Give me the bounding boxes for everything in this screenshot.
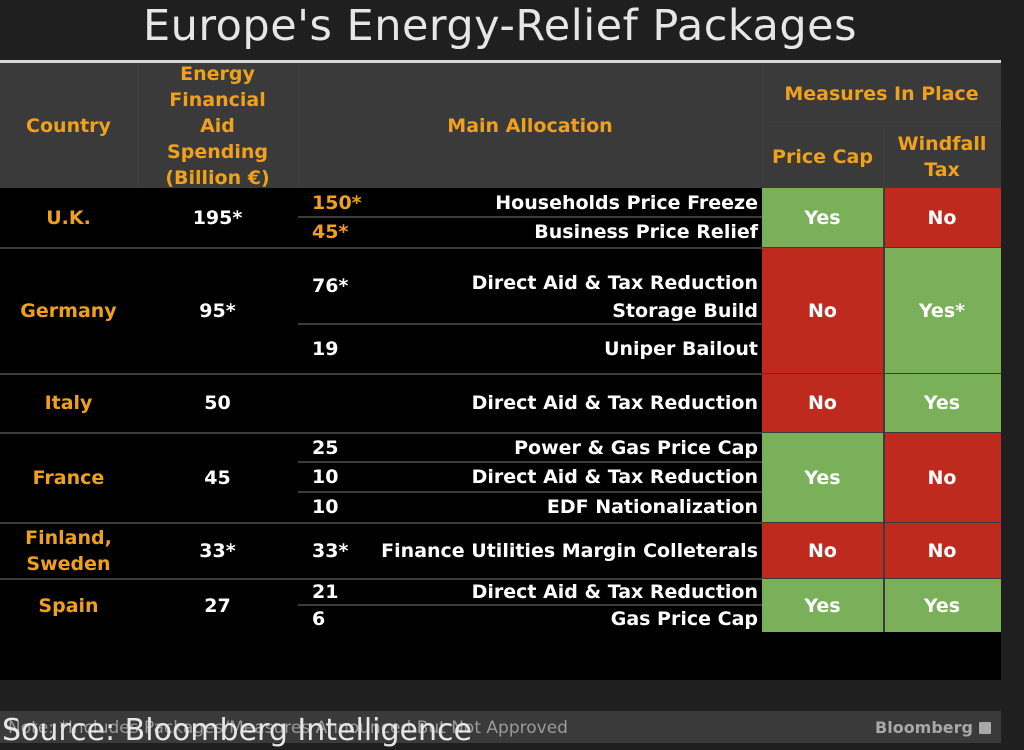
price-cap-cell: No (762, 248, 883, 373)
spending-cell: 33* (199, 539, 236, 562)
allocation-item: Direct Aid & Tax Reduction (471, 466, 758, 488)
allocation-amount: 76* (312, 275, 349, 297)
header-divider (298, 63, 300, 188)
spending-cell: 45 (204, 466, 231, 489)
spending-cell: 195* (192, 206, 243, 229)
header-windfall-tax: Windfall Tax (883, 125, 1001, 188)
header-measures: Measures In Place (762, 63, 1001, 125)
measure-divider (883, 374, 885, 432)
allocation-amount: 6 (312, 607, 326, 630)
row-divider (0, 522, 1001, 524)
allocation-divider (298, 461, 762, 463)
allocation-item: Direct Aid & Tax Reduction (471, 392, 758, 414)
allocation-item: Power & Gas Price Cap (514, 436, 758, 459)
title-rule (0, 60, 1001, 63)
windfall-tax-cell: Yes (883, 374, 1001, 432)
allocation-amount: 10 (312, 496, 339, 518)
header-allocation: Main Allocation (298, 63, 762, 188)
allocation-item: Business Price Relief (534, 221, 758, 243)
allocation-item-line: Storage Build (612, 300, 758, 322)
allocation-item: Direct Aid & Tax Reduction Storage Build (378, 248, 762, 324)
measure-divider (883, 579, 885, 632)
allocation-divider (298, 604, 762, 606)
allocation-amount: 33* (312, 539, 349, 562)
measure-divider (883, 248, 885, 373)
header-price-cap: Price Cap (762, 125, 883, 188)
allocation-amount: 150* (312, 191, 362, 214)
allocation-item: Households Price Freeze (495, 191, 758, 214)
price-cap-cell: Yes (762, 188, 883, 247)
row-divider (0, 373, 1001, 375)
price-cap-cell: Yes (762, 433, 883, 522)
header-divider (762, 125, 1001, 127)
spending-cell: 95* (199, 299, 236, 322)
measure-divider (883, 523, 885, 578)
relief-table: Note: *Includes Packages/Measures Announ… (0, 63, 1001, 743)
price-cap-cell: No (762, 374, 883, 432)
allocation-item: Finance Utilities Margin Colleterals (381, 539, 758, 562)
allocation-divider (298, 216, 762, 218)
country-cell: Finland, Sweden (25, 526, 112, 575)
country-cell: Spain (38, 594, 99, 617)
header-country: Country (0, 63, 137, 188)
brand-name: Bloomberg (875, 718, 973, 737)
chart-title: Europe's Energy-Relief Packages (142, 1, 858, 51)
header-spending: Energy Financial Aid Spending (Billion €… (137, 63, 298, 189)
allocation-amount: 25 (312, 436, 339, 459)
windfall-tax-cell: Yes* (883, 248, 1001, 373)
allocation-item-line: Direct Aid & Tax Reduction (471, 272, 758, 294)
allocation-amount: 10 (312, 466, 339, 488)
country-cell: Italy (44, 392, 93, 414)
allocation-item: EDF Nationalization (546, 496, 758, 518)
price-cap-cell: Yes (762, 579, 883, 632)
source-line: Source: Bloomberg Intelligence (2, 713, 472, 748)
measure-divider (883, 433, 885, 522)
price-cap-cell: No (762, 523, 883, 578)
footnote: Note: *Includes Packages/Measures Announ… (8, 718, 568, 738)
row-divider (0, 578, 1001, 580)
allocation-divider (298, 491, 762, 493)
country-cell: Germany (20, 299, 117, 322)
windfall-tax-cell: Yes (883, 579, 1001, 632)
allocation-amount: 21 (312, 581, 339, 603)
windfall-tax-cell: No (883, 523, 1001, 578)
allocation-amount: 19 (312, 337, 339, 360)
header-divider (883, 125, 885, 188)
row-divider (0, 432, 1001, 434)
country-cell: France (32, 466, 105, 489)
country-cell: U.K. (46, 206, 91, 229)
measure-divider (883, 188, 885, 247)
bloomberg-logo-icon (979, 722, 991, 734)
header-divider (137, 63, 139, 188)
allocation-item: Gas Price Cap (610, 607, 758, 630)
allocation-divider (298, 323, 762, 325)
bloomberg-brand: Bloomberg (875, 717, 991, 739)
table-footer: Note: *Includes Packages/Measures Announ… (0, 711, 1001, 743)
allocation-amount: 45* (312, 221, 349, 243)
windfall-tax-cell: No (883, 433, 1001, 522)
spending-cell: 27 (204, 594, 231, 617)
row-divider (0, 247, 1001, 249)
allocation-item: Uniper Bailout (604, 337, 758, 360)
spending-cell: 50 (204, 392, 231, 414)
allocation-item: Direct Aid & Tax Reduction (471, 581, 758, 603)
windfall-tax-cell: No (883, 188, 1001, 247)
